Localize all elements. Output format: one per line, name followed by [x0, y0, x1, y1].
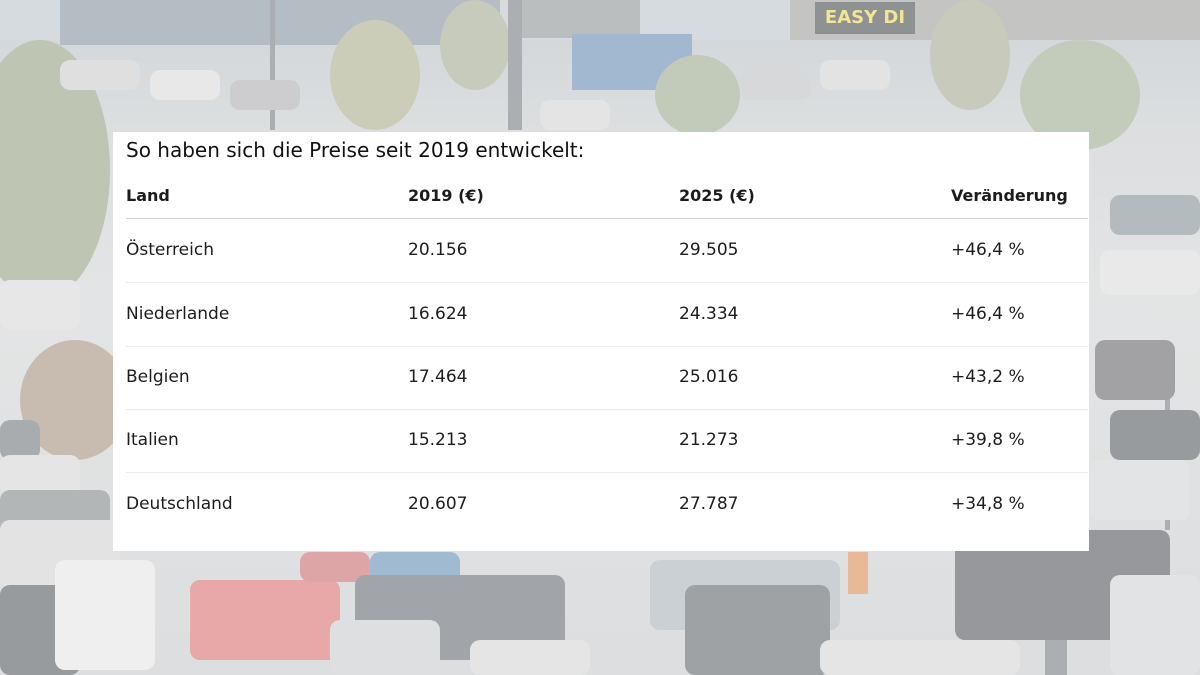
cell-change: +39,8 %: [951, 430, 1025, 450]
cell-change: +43,2 %: [951, 367, 1025, 387]
cell-land: Niederlande: [126, 304, 230, 324]
header-land: Land: [126, 186, 170, 205]
cell-2019: 15.213: [408, 430, 468, 450]
cell-2019: 16.624: [408, 304, 468, 324]
cell-land: Österreich: [126, 240, 214, 260]
cell-land: Belgien: [126, 367, 190, 387]
table-row: Niederlande 16.624 24.334 +46,4 %: [126, 283, 1088, 347]
cell-2025: 24.334: [679, 304, 739, 324]
table-row: Belgien 17.464 25.016 +43,2 %: [126, 346, 1088, 410]
cell-2025: 29.505: [679, 240, 739, 260]
cell-2019: 17.464: [408, 367, 468, 387]
store-sign: EASY DI: [815, 2, 915, 34]
cell-change: +46,4 %: [951, 240, 1025, 260]
cell-land: Italien: [126, 430, 179, 450]
cell-2025: 27.787: [679, 494, 739, 514]
cell-2025: 21.273: [679, 430, 739, 450]
header-change: Veränderung: [951, 186, 1068, 205]
header-2019: 2019 (€): [408, 186, 484, 205]
cell-land: Deutschland: [126, 494, 233, 514]
cell-2019: 20.607: [408, 494, 468, 514]
price-table-panel: So haben sich die Preise seit 2019 entwi…: [113, 132, 1089, 551]
table-header-row: Land 2019 (€) 2025 (€) Veränderung: [126, 184, 1088, 219]
table-row: Österreich 20.156 29.505 +46,4 %: [126, 219, 1088, 283]
table-title: So haben sich die Preise seit 2019 entwi…: [126, 138, 585, 162]
cell-2025: 25.016: [679, 367, 739, 387]
table-row: Italien 15.213 21.273 +39,8 %: [126, 409, 1088, 473]
cell-change: +46,4 %: [951, 304, 1025, 324]
header-2025: 2025 (€): [679, 186, 755, 205]
cell-change: +34,8 %: [951, 494, 1025, 514]
table-row: Deutschland 20.607 27.787 +34,8 %: [126, 473, 1088, 536]
cell-2019: 20.156: [408, 240, 468, 260]
